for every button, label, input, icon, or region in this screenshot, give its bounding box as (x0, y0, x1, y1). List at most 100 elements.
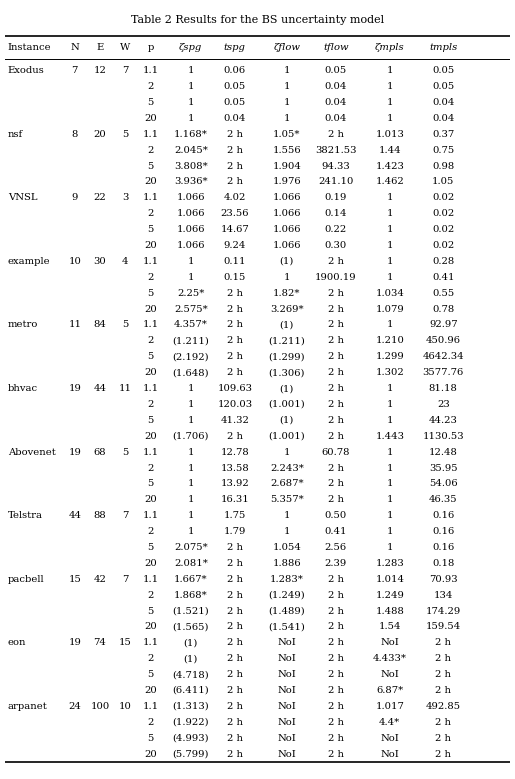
Text: 1: 1 (187, 448, 194, 456)
Text: W: W (120, 43, 130, 52)
Text: metro: metro (8, 320, 38, 330)
Text: 2 h: 2 h (227, 607, 243, 615)
Text: 1: 1 (284, 511, 290, 520)
Text: (1.299): (1.299) (268, 352, 305, 361)
Text: 5: 5 (147, 479, 153, 488)
Text: 3.936*: 3.936* (174, 178, 208, 186)
Text: 20: 20 (144, 749, 157, 759)
Text: 2 h: 2 h (227, 130, 243, 139)
Text: 3821.53: 3821.53 (315, 146, 356, 155)
Text: (1.211): (1.211) (268, 337, 305, 345)
Text: 1.423: 1.423 (375, 161, 404, 171)
Text: 0.30: 0.30 (324, 241, 347, 250)
Text: 2 h: 2 h (328, 130, 344, 139)
Text: 2 h: 2 h (328, 670, 344, 679)
Text: example: example (8, 257, 50, 266)
Text: 2 h: 2 h (328, 479, 344, 488)
Text: 5: 5 (147, 734, 153, 742)
Text: 2.25*: 2.25* (177, 289, 204, 298)
Text: 2.081*: 2.081* (174, 559, 208, 568)
Text: 1.79: 1.79 (224, 527, 246, 536)
Text: 1.1: 1.1 (143, 448, 159, 456)
Text: 1.066: 1.066 (272, 210, 301, 218)
Text: (1.648): (1.648) (173, 368, 209, 377)
Text: 2 h: 2 h (227, 749, 243, 759)
Text: 1.75: 1.75 (224, 511, 246, 520)
Text: 1: 1 (386, 384, 393, 393)
Text: (1.001): (1.001) (268, 432, 305, 441)
Text: 0.05: 0.05 (432, 66, 454, 76)
Text: 1.1: 1.1 (143, 638, 159, 647)
Text: 1.079: 1.079 (375, 305, 404, 314)
Text: 2 h: 2 h (435, 670, 451, 679)
Text: 1.066: 1.066 (177, 210, 205, 218)
Text: 41.32: 41.32 (220, 416, 249, 425)
Text: eon: eon (8, 638, 26, 647)
Text: 20: 20 (144, 178, 157, 186)
Text: 2 h: 2 h (435, 734, 451, 742)
Text: (1): (1) (184, 654, 198, 663)
Text: 2.075*: 2.075* (174, 543, 208, 552)
Text: 1: 1 (386, 66, 393, 76)
Text: 450.96: 450.96 (426, 337, 461, 345)
Text: 5: 5 (147, 607, 153, 615)
Text: 88: 88 (94, 511, 107, 520)
Text: 1: 1 (284, 527, 290, 536)
Text: 2 h: 2 h (328, 384, 344, 393)
Text: 1.034: 1.034 (375, 289, 404, 298)
Text: 1.443: 1.443 (375, 432, 404, 441)
Text: NoI: NoI (278, 638, 296, 647)
Text: 0.04: 0.04 (432, 98, 454, 107)
Text: 2 h: 2 h (328, 320, 344, 330)
Text: 24: 24 (68, 702, 81, 711)
Text: 1: 1 (187, 464, 194, 473)
Text: 5: 5 (122, 448, 128, 456)
Text: 0.02: 0.02 (432, 241, 454, 250)
Text: 2 h: 2 h (227, 686, 243, 695)
Text: 9: 9 (72, 193, 78, 203)
Text: NoI: NoI (381, 638, 399, 647)
Text: 2 h: 2 h (227, 670, 243, 679)
Text: 10: 10 (68, 257, 81, 266)
Text: 2.045*: 2.045* (174, 146, 208, 155)
Text: 2 h: 2 h (328, 717, 344, 727)
Text: 44.23: 44.23 (429, 416, 458, 425)
Text: 7: 7 (72, 66, 78, 76)
Text: 1: 1 (386, 273, 393, 282)
Text: 2 h: 2 h (328, 368, 344, 377)
Text: 2 h: 2 h (435, 686, 451, 695)
Text: 2 h: 2 h (328, 749, 344, 759)
Text: 19: 19 (68, 448, 81, 456)
Text: 1: 1 (187, 257, 194, 266)
Text: 2.39: 2.39 (324, 559, 347, 568)
Text: 0.05: 0.05 (324, 66, 347, 76)
Text: 1.210: 1.210 (375, 337, 404, 345)
Text: 3.269*: 3.269* (270, 305, 303, 314)
Text: 2: 2 (147, 273, 153, 282)
Text: 2 h: 2 h (328, 337, 344, 345)
Text: 12: 12 (94, 66, 107, 76)
Text: 2 h: 2 h (227, 638, 243, 647)
Text: 2: 2 (147, 464, 153, 473)
Text: 2 h: 2 h (435, 749, 451, 759)
Text: NoI: NoI (278, 654, 296, 663)
Text: 2 h: 2 h (328, 289, 344, 298)
Text: 1.066: 1.066 (177, 241, 205, 250)
Text: ζmpls: ζmpls (375, 43, 405, 52)
Text: 0.02: 0.02 (432, 225, 454, 234)
Text: 1: 1 (187, 82, 194, 91)
Text: 0.04: 0.04 (224, 114, 246, 123)
Text: 30: 30 (94, 257, 107, 266)
Text: 2 h: 2 h (328, 400, 344, 409)
Text: 1.1: 1.1 (143, 384, 159, 393)
Text: 1: 1 (284, 98, 290, 107)
Text: 1: 1 (386, 511, 393, 520)
Text: 1.886: 1.886 (272, 559, 301, 568)
Text: 1.066: 1.066 (177, 193, 205, 203)
Text: 0.55: 0.55 (432, 289, 454, 298)
Text: 1: 1 (284, 82, 290, 91)
Text: 74: 74 (94, 638, 107, 647)
Text: 1: 1 (386, 320, 393, 330)
Text: pacbell: pacbell (8, 575, 44, 583)
Text: 2 h: 2 h (227, 717, 243, 727)
